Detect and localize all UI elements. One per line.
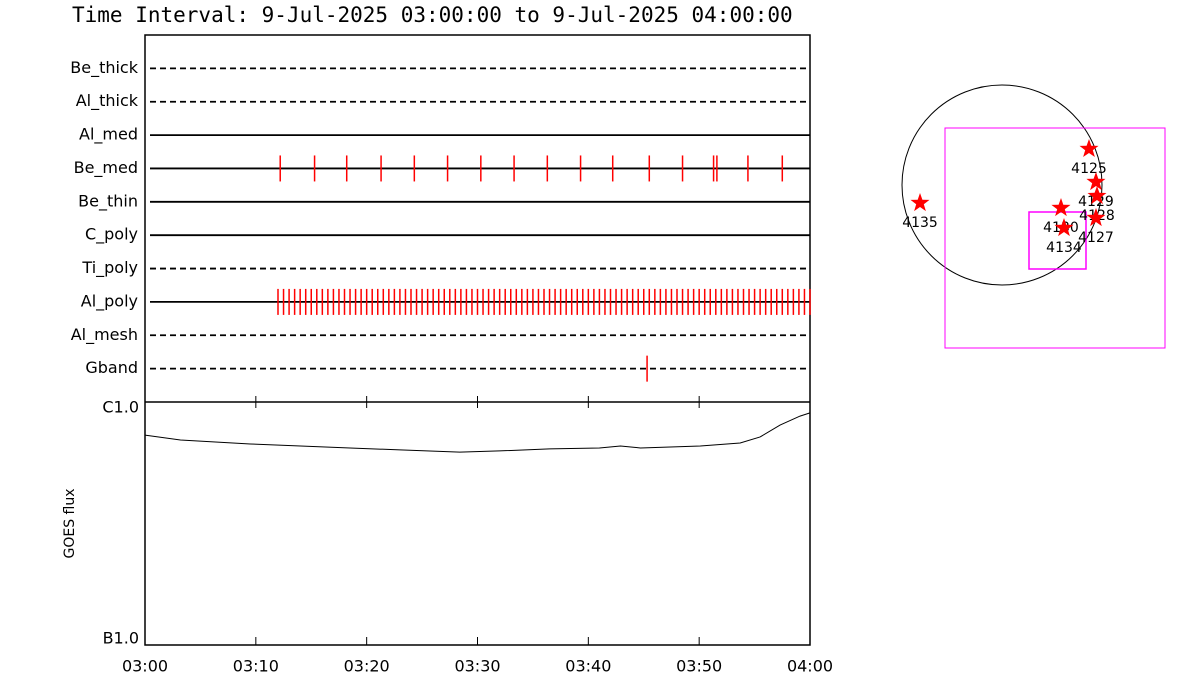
region-label: 4129 [1078, 194, 1114, 210]
row-label: Al_med [79, 125, 138, 145]
region-star [1051, 198, 1071, 217]
region-star [1086, 172, 1106, 191]
y-tick-label: B1.0 [103, 629, 139, 648]
region-label: 4134 [1046, 240, 1082, 256]
row-label: Gband [85, 358, 138, 377]
x-tick-label: 03:30 [454, 657, 500, 676]
region-label: 4125 [1071, 161, 1107, 177]
row-label: Al_mesh [71, 325, 138, 345]
row-label: Ti_poly [81, 258, 138, 278]
row-label: Be_med [74, 158, 138, 178]
x-tick-label: 03:00 [122, 657, 168, 676]
row-label: Al_thick [76, 91, 139, 111]
region-label: 4135 [902, 215, 938, 231]
x-tick-label: 03:50 [676, 657, 722, 676]
y-axis-label: GOES flux [62, 488, 78, 558]
region-star [1087, 186, 1107, 205]
row-label: C_poly [85, 225, 138, 245]
region-star [1086, 208, 1106, 227]
y-tick-label: C1.0 [102, 398, 139, 417]
fov-box [944, 127, 1166, 349]
x-tick-label: 04:00 [787, 657, 833, 676]
chart-title: Time Interval: 9-Jul-2025 03:00:00 to 9-… [72, 3, 793, 27]
region-star [1079, 139, 1099, 157]
row-label: Be_thin [78, 191, 138, 211]
row-label: Al_poly [81, 291, 138, 311]
region-label: 4127 [1078, 230, 1114, 246]
solar-disk [901, 84, 1103, 286]
plot-frame [144, 34, 811, 646]
flux-line [144, 412, 811, 453]
x-tick-label: 03:40 [565, 657, 611, 676]
x-tick-label: 03:20 [344, 657, 390, 676]
region-star [910, 193, 930, 212]
region-star [1054, 218, 1074, 237]
row-label: Be_thick [70, 58, 138, 78]
x-tick-label: 03:10 [233, 657, 279, 676]
